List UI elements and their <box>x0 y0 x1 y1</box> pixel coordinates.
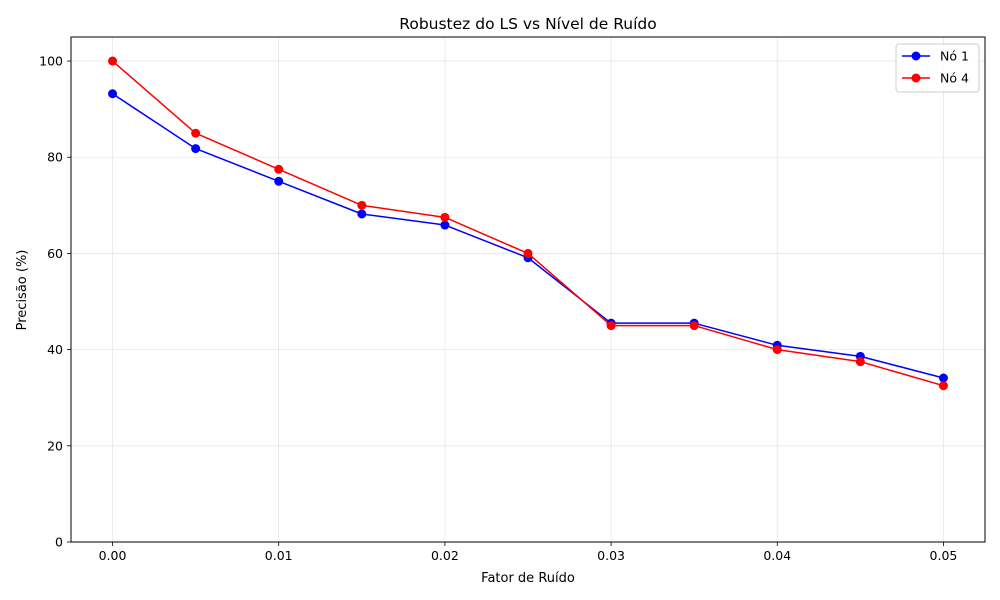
x-tick-label: 0.02 <box>431 548 459 563</box>
y-axis-ticks: 0 20 40 60 80 100 <box>39 54 71 550</box>
series-1-point <box>108 89 118 99</box>
x-axis-label: Fator de Ruído <box>481 571 575 586</box>
series-2-point <box>274 164 284 174</box>
series-2-point <box>108 56 118 66</box>
legend-entry-2: Nó 4 <box>902 71 969 86</box>
series-layer <box>108 56 948 391</box>
legend: Nó 1 Nó 4 <box>895 43 980 93</box>
legend-label-2: Nó 4 <box>940 71 969 86</box>
y-tick-label: 80 <box>47 150 63 165</box>
legend-marker-1 <box>911 51 921 61</box>
x-tick-label: 0.04 <box>763 548 791 563</box>
series-2-point <box>357 200 367 210</box>
y-tick-label: 60 <box>47 246 63 261</box>
y-axis-label: Precisão (%) <box>15 250 30 331</box>
series-2-point <box>855 357 865 367</box>
y-tick-label: 40 <box>47 342 63 357</box>
series-2-point <box>523 248 533 258</box>
x-tick-label: 0.03 <box>597 548 625 563</box>
series-1-point <box>191 144 201 154</box>
series-2-point <box>689 321 699 331</box>
y-tick-label: 100 <box>39 54 63 69</box>
plot-frame <box>70 36 986 543</box>
series-1-point <box>274 176 284 186</box>
x-tick-label: 0.00 <box>99 548 127 563</box>
series-1-point <box>440 220 450 230</box>
x-tick-label: 0.01 <box>265 548 293 563</box>
legend-entry-1: Nó 1 <box>902 49 969 64</box>
series-1-point <box>357 209 367 219</box>
series-2-point <box>938 381 948 391</box>
series-2-point <box>772 345 782 355</box>
chart-title: Robustez do LS vs Nível de Ruído <box>399 15 656 33</box>
series-2 <box>108 56 948 391</box>
series-2-point <box>606 321 616 331</box>
y-tick-label: 20 <box>47 438 63 453</box>
legend-marker-2 <box>911 73 921 83</box>
series-2-point <box>440 212 450 222</box>
series-2-point <box>191 128 201 138</box>
x-tick-label: 0.05 <box>930 548 958 563</box>
x-axis-ticks: 0.00 0.01 0.02 0.03 0.04 0.05 <box>99 542 958 563</box>
y-tick-label: 0 <box>55 535 63 550</box>
legend-label-1: Nó 1 <box>940 49 969 64</box>
series-1-point <box>938 373 948 383</box>
